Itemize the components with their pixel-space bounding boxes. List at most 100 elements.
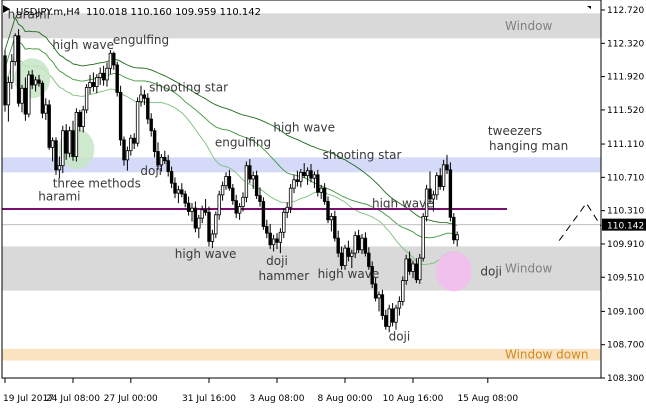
candle-body <box>156 151 160 166</box>
candle-body <box>251 175 255 180</box>
candle-body <box>176 189 181 194</box>
candle <box>302 163 306 179</box>
candle <box>176 185 181 204</box>
chart-shift-triangle[interactable] <box>3 5 10 13</box>
candle <box>50 137 55 162</box>
candle-body <box>88 82 92 88</box>
candle-body <box>23 87 28 115</box>
candle <box>237 203 242 220</box>
candle <box>339 246 344 270</box>
candle <box>316 169 320 197</box>
candle <box>112 51 116 70</box>
candle <box>452 213 456 244</box>
candle-body <box>431 194 436 200</box>
candle <box>353 231 357 259</box>
candle-body <box>193 207 198 229</box>
current-price-label: 110.142 <box>607 222 644 232</box>
candle-body <box>367 252 371 267</box>
candle-body <box>180 189 184 195</box>
candle <box>118 85 123 146</box>
candle <box>173 177 177 199</box>
candle-body <box>237 206 242 214</box>
candle <box>44 98 48 120</box>
candle-body <box>112 52 116 66</box>
candle <box>285 202 289 219</box>
candle-body <box>44 104 48 114</box>
candle-body <box>132 137 136 144</box>
candle <box>288 184 293 214</box>
candle-body <box>394 307 398 323</box>
candle-body <box>122 139 126 161</box>
candle <box>180 183 184 198</box>
candle <box>322 183 327 205</box>
candle-body <box>350 252 354 257</box>
moving-average-line <box>4 34 458 239</box>
candle-body <box>329 216 334 221</box>
candle <box>258 187 262 207</box>
candle <box>251 171 255 189</box>
candle-body <box>210 233 215 242</box>
candle <box>407 251 412 275</box>
candle <box>61 125 65 174</box>
candle <box>292 174 296 194</box>
candle-body <box>258 195 262 202</box>
candle-body <box>105 67 109 81</box>
candle-body <box>333 216 337 239</box>
candle <box>33 76 38 92</box>
pattern-label: doji <box>389 330 411 344</box>
candle <box>78 109 82 132</box>
candle <box>169 166 174 189</box>
candle-body <box>224 176 228 187</box>
zone-rect <box>2 348 601 361</box>
pattern-label: high wave <box>372 196 434 210</box>
price-label: 110.310 <box>607 207 644 217</box>
one-click-trading-arrow[interactable] <box>587 6 591 9</box>
candle <box>265 219 269 239</box>
candle-body <box>197 217 201 229</box>
candle <box>108 49 113 75</box>
pattern-label: shooting star <box>323 148 402 162</box>
candle <box>384 309 388 330</box>
candle-body <box>16 35 21 104</box>
time-axis-bg <box>0 378 646 410</box>
candle-body <box>421 216 425 259</box>
pattern-label: doji <box>480 265 502 279</box>
candle-body <box>373 283 378 299</box>
candle-body <box>268 232 272 246</box>
candle-body <box>81 109 85 127</box>
zone-rect <box>2 246 601 291</box>
pattern-label: harami <box>8 7 50 21</box>
candle-body <box>108 52 113 69</box>
candle-body <box>254 175 259 197</box>
candle-body <box>353 235 357 254</box>
candle-body <box>302 171 306 177</box>
candle <box>203 198 208 216</box>
candle-body <box>305 170 310 177</box>
candle <box>3 49 7 112</box>
candle-body <box>98 72 102 78</box>
pattern-label: hanging man <box>489 139 568 153</box>
candle-body <box>227 176 232 189</box>
candle-body <box>363 237 368 254</box>
candle <box>271 234 276 252</box>
candle <box>231 184 235 205</box>
candle-body <box>343 247 347 266</box>
candle <box>282 208 286 239</box>
candle-body <box>435 175 439 196</box>
candle-body <box>299 171 303 182</box>
candle <box>139 85 143 107</box>
price-label: 109.510 <box>607 273 644 283</box>
candle-body <box>61 130 65 167</box>
candle <box>10 54 14 90</box>
candle-body <box>285 206 289 213</box>
candle <box>190 203 194 222</box>
candle <box>380 289 385 320</box>
price-label: 108.700 <box>607 341 644 351</box>
candle <box>343 244 347 270</box>
candle-body <box>149 118 153 132</box>
candle <box>159 154 164 172</box>
pattern-label: three methods <box>53 176 141 190</box>
